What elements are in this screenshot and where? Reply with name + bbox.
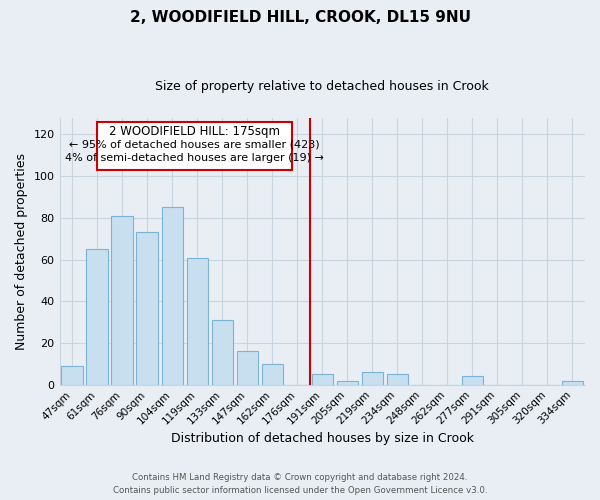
Y-axis label: Number of detached properties: Number of detached properties — [15, 153, 28, 350]
Bar — [387, 374, 408, 384]
Bar — [187, 258, 208, 384]
Bar — [262, 364, 283, 384]
Bar — [112, 216, 133, 384]
Bar — [212, 320, 233, 384]
Title: Size of property relative to detached houses in Crook: Size of property relative to detached ho… — [155, 80, 489, 93]
Text: Contains HM Land Registry data © Crown copyright and database right 2024.
Contai: Contains HM Land Registry data © Crown c… — [113, 473, 487, 495]
Bar — [562, 380, 583, 384]
Bar — [61, 366, 83, 384]
X-axis label: Distribution of detached houses by size in Crook: Distribution of detached houses by size … — [171, 432, 474, 445]
Bar — [86, 249, 108, 384]
Text: 2, WOODIFIELD HILL, CROOK, DL15 9NU: 2, WOODIFIELD HILL, CROOK, DL15 9NU — [130, 10, 470, 25]
FancyBboxPatch shape — [97, 122, 292, 170]
Bar — [337, 380, 358, 384]
Text: 2 WOODIFIELD HILL: 175sqm: 2 WOODIFIELD HILL: 175sqm — [109, 125, 280, 138]
Bar — [362, 372, 383, 384]
Text: ← 95% of detached houses are smaller (423): ← 95% of detached houses are smaller (42… — [70, 140, 320, 150]
Text: 4% of semi-detached houses are larger (19) →: 4% of semi-detached houses are larger (1… — [65, 154, 324, 164]
Bar — [311, 374, 333, 384]
Bar — [136, 232, 158, 384]
Bar — [462, 376, 483, 384]
Bar — [161, 208, 183, 384]
Bar — [236, 352, 258, 384]
